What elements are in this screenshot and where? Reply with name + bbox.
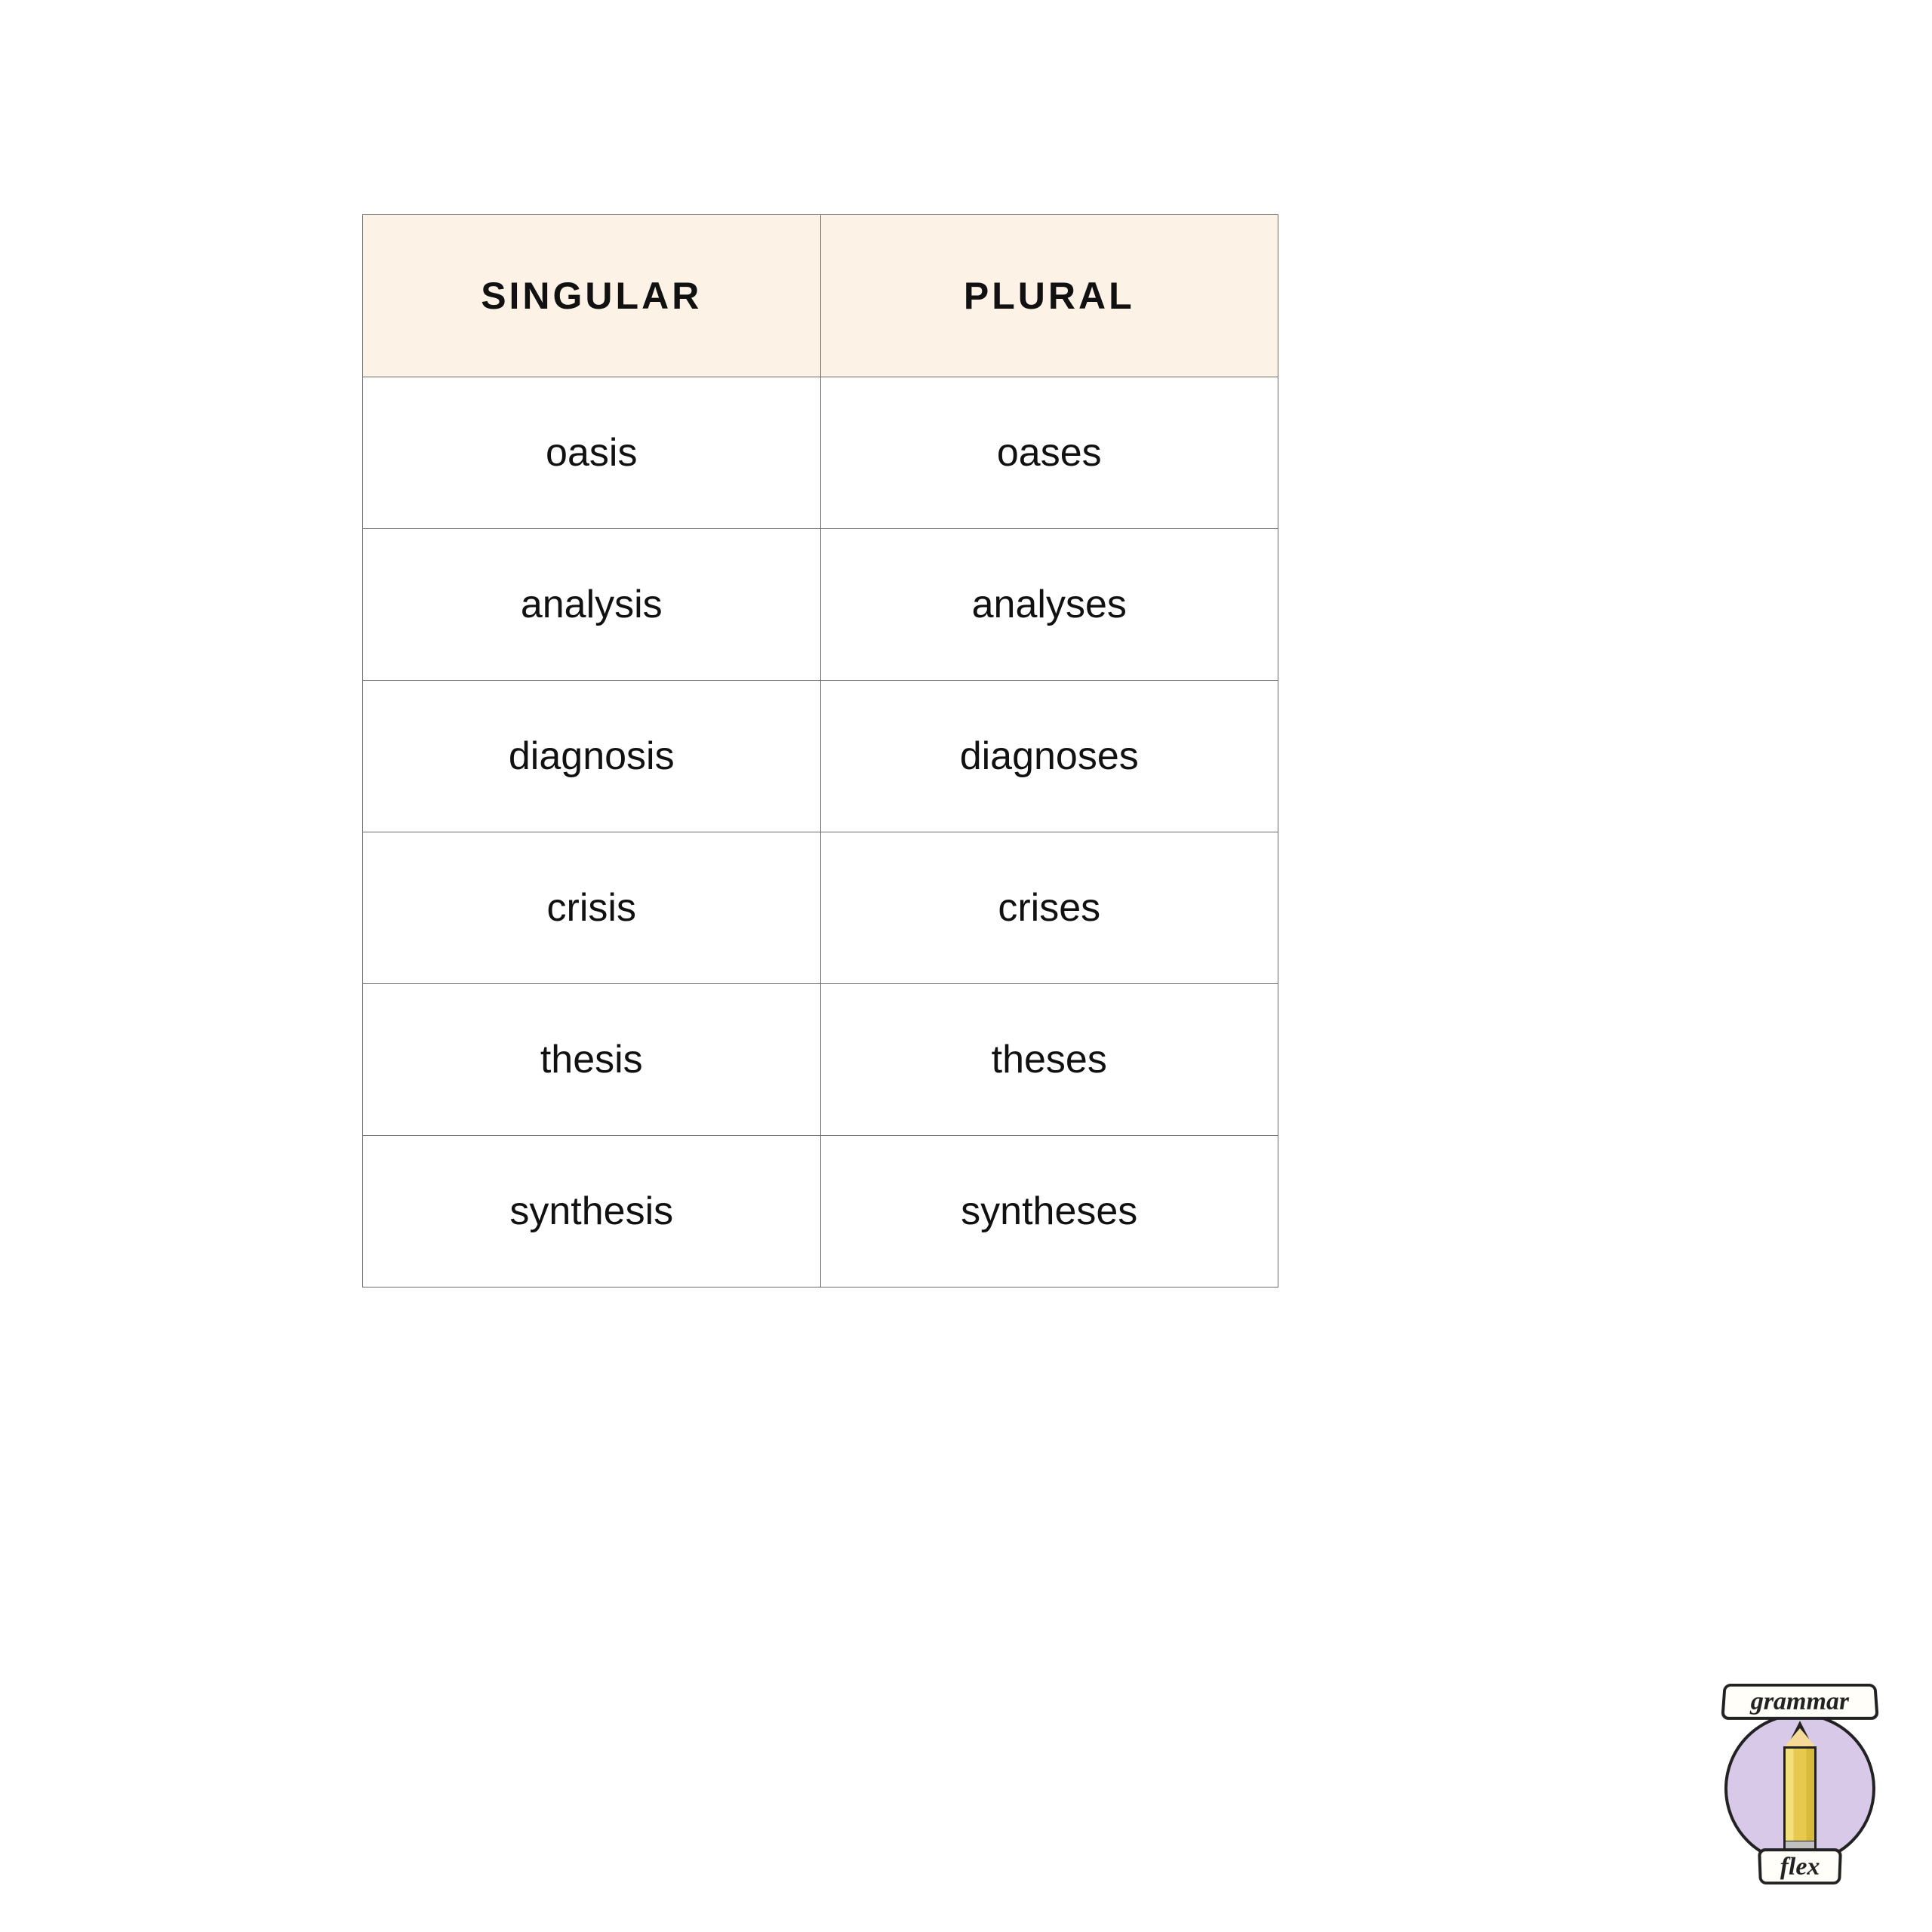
cell-plural: oases: [820, 377, 1278, 529]
cell-singular: oasis: [363, 377, 821, 529]
cell-singular: crisis: [363, 832, 821, 984]
table-row: crisis crises: [363, 832, 1278, 984]
singular-plural-table: SINGULAR PLURAL oasis oases analysis ana…: [362, 214, 1278, 1287]
cell-singular: analysis: [363, 529, 821, 681]
column-header-plural: PLURAL: [820, 215, 1278, 377]
cell-singular: thesis: [363, 984, 821, 1136]
cell-plural: theses: [820, 984, 1278, 1136]
logo-text-top: grammar: [1721, 1684, 1879, 1720]
table-row: thesis theses: [363, 984, 1278, 1136]
table-header-row: SINGULAR PLURAL: [363, 215, 1278, 377]
cell-singular: diagnosis: [363, 681, 821, 832]
grammar-table: SINGULAR PLURAL oasis oases analysis ana…: [362, 214, 1278, 1287]
table-row: synthesis syntheses: [363, 1136, 1278, 1287]
logo-text-bottom: flex: [1758, 1848, 1842, 1884]
cell-singular: synthesis: [363, 1136, 821, 1287]
cell-plural: diagnoses: [820, 681, 1278, 832]
column-header-singular: SINGULAR: [363, 215, 821, 377]
pencil-icon: [1781, 1721, 1819, 1864]
cell-plural: syntheses: [820, 1136, 1278, 1287]
table-row: analysis analyses: [363, 529, 1278, 681]
grammar-flex-logo: grammar flex: [1713, 1675, 1887, 1887]
cell-plural: crises: [820, 832, 1278, 984]
table-row: diagnosis diagnoses: [363, 681, 1278, 832]
cell-plural: analyses: [820, 529, 1278, 681]
table-row: oasis oases: [363, 377, 1278, 529]
